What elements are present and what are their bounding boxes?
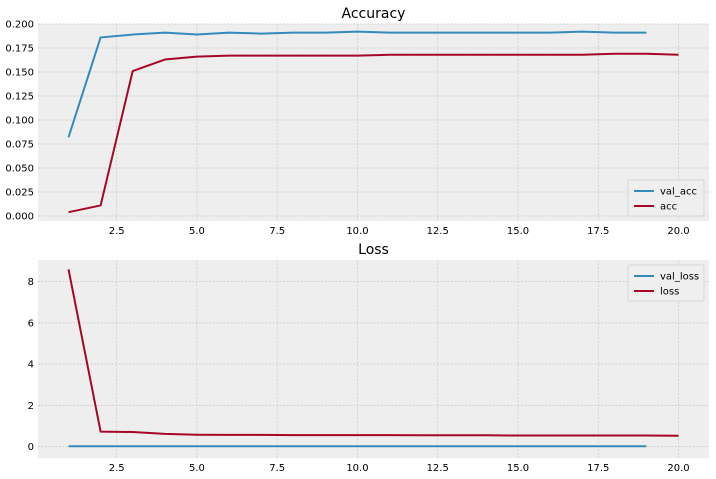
loss-plot: 2.5 5.0 7.5 10.0 12.5 15.0 17.5 20.0 0 2 4 6 8 Loss va… xyxy=(28,242,709,474)
loss-y-tick-label: 4 xyxy=(28,360,34,371)
loss-y-tick-label: 0 xyxy=(28,442,34,453)
accuracy-y-tick-label: 0.075 xyxy=(5,140,34,151)
loss-y-tick-label: 8 xyxy=(28,277,34,288)
accuracy-y-tick-label: 0.175 xyxy=(5,44,34,55)
accuracy-plot-area xyxy=(38,24,709,221)
accuracy-x-tick-label: 20.0 xyxy=(667,226,689,237)
loss-y-tick-label: 2 xyxy=(28,401,34,412)
accuracy-x-tick-label: 2.5 xyxy=(109,226,125,237)
loss-x-tick-label: 5.0 xyxy=(189,463,205,474)
accuracy-legend-label-val-acc: val_acc xyxy=(660,187,697,198)
accuracy-x-tick-label: 12.5 xyxy=(427,226,449,237)
loss-legend-label-loss: loss xyxy=(660,287,679,298)
loss-x-tick-label: 7.5 xyxy=(269,463,285,474)
loss-x-tick-label: 20.0 xyxy=(667,463,689,474)
accuracy-legend-label-acc: acc xyxy=(660,202,677,213)
accuracy-y-tick-label: 0.125 xyxy=(5,92,34,103)
accuracy-x-tick-label: 10.0 xyxy=(346,226,368,237)
loss-x-tick-label: 10.0 xyxy=(346,463,368,474)
loss-legend-label-val-loss: val_loss xyxy=(660,272,699,283)
loss-x-tick-label: 17.5 xyxy=(587,463,609,474)
loss-chart-title: Loss xyxy=(358,242,389,258)
accuracy-series-line-val-acc xyxy=(67,30,647,138)
accuracy-x-tick-label: 7.5 xyxy=(269,226,285,237)
accuracy-y-tick-label: 0.100 xyxy=(5,116,34,127)
loss-plot-area xyxy=(38,260,709,458)
accuracy-chart-title: Accuracy xyxy=(342,6,406,22)
accuracy-x-tick-label: 15.0 xyxy=(507,226,529,237)
accuracy-y-tick-label: 0.050 xyxy=(5,164,34,175)
loss-series-line-loss xyxy=(67,269,679,437)
accuracy-y-tick-label: 0.025 xyxy=(5,188,34,199)
accuracy-series-line-acc xyxy=(68,52,679,214)
loss-y-tick-label: 6 xyxy=(28,318,34,329)
accuracy-y-tick-label: 0.150 xyxy=(5,68,34,79)
loss-x-tick-label: 12.5 xyxy=(427,463,449,474)
accuracy-y-tick-label: 0.000 xyxy=(5,212,34,223)
accuracy-x-tick-label: 17.5 xyxy=(587,226,609,237)
loss-x-tick-label: 2.5 xyxy=(109,463,125,474)
loss-x-tick-label: 15.0 xyxy=(507,463,529,474)
accuracy-x-tick-label: 5.0 xyxy=(189,226,205,237)
accuracy-plot: 2.5 5.0 7.5 10.0 12.5 15.0 17.5 20.0 0.000 0.025 0… xyxy=(5,6,709,237)
accuracy-y-tick-label: 0.200 xyxy=(5,20,34,31)
